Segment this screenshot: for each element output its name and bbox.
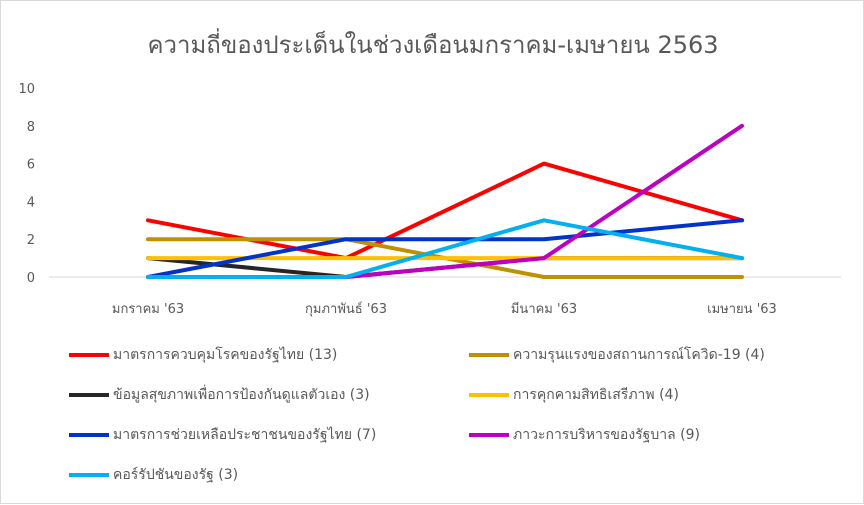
series-line [146,218,744,279]
series-line [146,123,744,279]
y-tick-label: 8 [27,120,35,135]
legend-item: มาตรการช่วยเหลือประชาชนของรัฐไทย (7) [69,423,376,447]
y-tick-label: 6 [27,158,35,173]
legend-label: ข้อมูลสุขภาพเพื่อการป้องกันดูแลตัวเอง (3… [113,387,370,403]
legend-item: การคุกคามสิทธิเสรีภาพ (4) [469,383,679,407]
legend-swatch [69,353,109,357]
legend-swatch [69,393,109,397]
legend-item: ข้อมูลสุขภาพเพื่อการป้องกันดูแลตัวเอง (3… [69,383,370,407]
x-tick-label: เมษายน '63 [707,302,777,317]
x-tick-label: มกราคม '63 [112,302,184,317]
legend-swatch [469,433,509,437]
legend-item: มาตรการควบคุมโรคของรัฐไทย (13) [69,343,337,367]
legend-label: คอร์รัปชันของรัฐ (3) [113,467,239,483]
legend-item: คอร์รัปชันของรัฐ (3) [69,463,238,487]
y-tick-label: 0 [27,271,35,286]
legend-swatch [469,353,509,357]
y-tick-label: 2 [27,233,35,248]
legend-label: มาตรการควบคุมโรคของรัฐไทย (13) [113,347,338,363]
legend-label: มาตรการช่วยเหลือประชาชนของรัฐไทย (7) [113,427,377,443]
legend-label: ความรุนแรงของสถานการณ์โควิด-19 (4) [513,347,765,363]
legend-label: ภาวะการบริหารของรัฐบาล (9) [513,427,701,443]
chart-title: ความถี่ของประเด็นในช่วงเดือนมกราคม-เมษาย… [147,31,719,59]
x-tick-label: กุมภาพันธ์ '63 [305,301,387,317]
x-tick-label: มีนาคม '63 [511,301,577,317]
y-tick-label: 10 [18,82,35,97]
legend-item: ภาวะการบริหารของรัฐบาล (9) [469,423,700,447]
series-line [146,161,744,261]
series-line [146,218,744,279]
y-tick-label: 4 [27,195,35,210]
legend-swatch [69,473,109,477]
legend-item: ความรุนแรงของสถานการณ์โควิด-19 (4) [469,343,765,367]
legend-label: การคุกคามสิทธิเสรีภาพ (4) [513,387,679,403]
legend-swatch [469,393,509,397]
legend-swatch [69,433,109,437]
